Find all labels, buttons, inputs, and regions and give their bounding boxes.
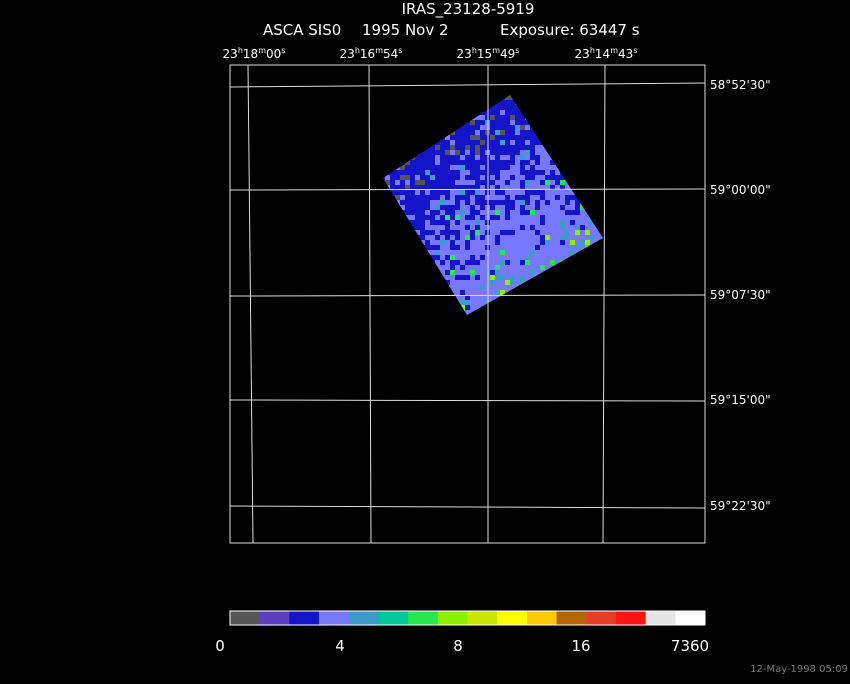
colorbar-swatch — [556, 611, 587, 625]
colorbar-frame — [229, 610, 706, 626]
colorbar-swatch — [437, 611, 468, 625]
colorbar-label: 0 — [215, 637, 225, 655]
colorbar-swatch — [645, 611, 676, 625]
ra-label-part: m — [375, 46, 383, 55]
date: 1995 Nov 2 — [362, 21, 449, 39]
ra-label-part: 23 — [457, 47, 472, 61]
ra-label-part: 23 — [340, 47, 355, 61]
ra-label: 23h16m54s — [340, 46, 403, 61]
colorbar-swatch — [526, 611, 558, 625]
colorbar-label: 16 — [571, 637, 590, 655]
frame — [229, 64, 706, 544]
dec-label: 59°00'00" — [710, 183, 771, 197]
ra-label-part: s — [281, 46, 285, 55]
colorbar-swatch — [378, 611, 409, 625]
colorbar-swatch — [230, 611, 261, 625]
colorbar-swatch — [467, 611, 498, 625]
title: IRAS_23128-5919 — [402, 0, 535, 19]
ra-label-part: 23 — [575, 47, 590, 61]
ra-label: 23h18m00s — [223, 46, 286, 61]
ra-label-part: 54 — [383, 47, 398, 61]
colorbar-swatch — [675, 611, 706, 625]
colorbar-swatch — [408, 611, 439, 625]
colorbar-label: 8 — [453, 637, 463, 655]
ra-label: 23h14m43s — [575, 46, 638, 61]
ra-label-part: h — [238, 46, 243, 55]
ra-label-part: 49 — [500, 47, 515, 61]
ra-label-part: 18 — [243, 47, 258, 61]
ra-label-part: h — [590, 46, 595, 55]
ra-label-part: 14 — [595, 47, 610, 61]
ra-label-part: s — [515, 46, 519, 55]
colorbar-swatch — [348, 611, 379, 625]
ra-label-part: h — [355, 46, 360, 55]
timestamp: 12-May-1998 05:09 — [750, 664, 848, 675]
ra-label-part: 16 — [360, 47, 375, 61]
ra-label-part: m — [610, 46, 618, 55]
instrument: ASCA SIS0 — [263, 21, 341, 39]
ra-label-part: s — [398, 46, 402, 55]
colorbar-swatch — [259, 611, 290, 625]
ra-label-part: m — [492, 46, 500, 55]
ra-label-part: s — [633, 46, 637, 55]
colorbar-label: 7360 — [671, 637, 709, 655]
ra-label-part: 23 — [223, 47, 238, 61]
ra-label: 23h15m49s — [457, 46, 520, 61]
exposure: Exposure: 63447 s — [500, 21, 640, 39]
ra-label-part: 15 — [477, 47, 492, 61]
dec-label: 58°52'30" — [710, 78, 771, 92]
ra-label-part: h — [472, 46, 477, 55]
dec-label: 59°15'00" — [710, 393, 771, 407]
ra-label-part: 00 — [266, 47, 281, 61]
colorbar-swatch — [586, 611, 617, 625]
colorbar-swatch — [615, 611, 647, 625]
colorbar-swatch — [497, 611, 528, 625]
sky-image — [383, 95, 603, 315]
coordinate-grid — [229, 64, 706, 544]
colorbar-swatch — [289, 611, 320, 625]
colorbar-label: 4 — [335, 637, 345, 655]
ra-label-part: m — [258, 46, 266, 55]
dec-label: 59°22'30" — [710, 499, 771, 513]
colorbar-swatch — [319, 611, 350, 625]
ra-label-part: 43 — [618, 47, 633, 61]
dec-label: 59°07'30" — [710, 288, 771, 302]
